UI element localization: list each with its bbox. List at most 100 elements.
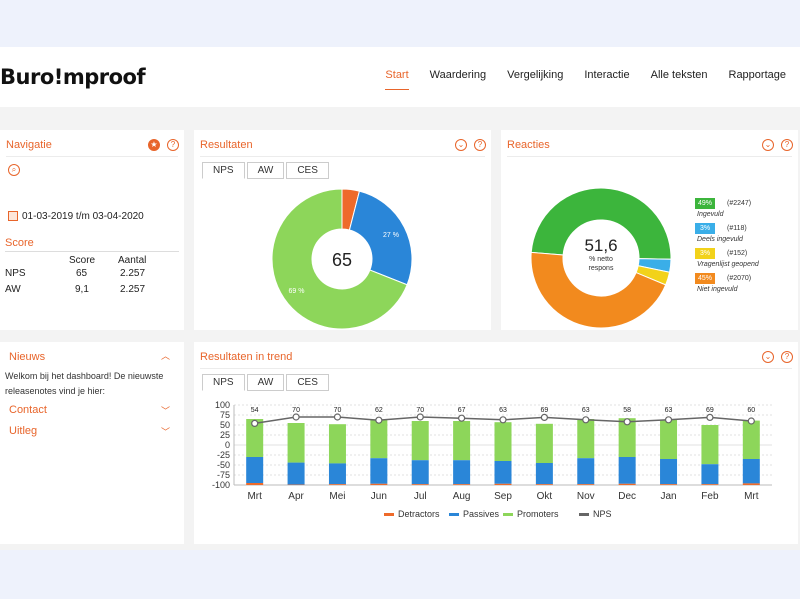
download-icon[interactable]: ⌄ xyxy=(455,139,467,151)
bar-detractors[interactable] xyxy=(577,484,595,485)
tab-ces[interactable]: CES xyxy=(286,374,329,391)
nps-point[interactable] xyxy=(664,416,673,424)
bar-passives[interactable] xyxy=(246,457,264,483)
bar-promoters[interactable] xyxy=(453,421,471,445)
bar-passives[interactable] xyxy=(453,460,471,485)
bar-passives[interactable] xyxy=(618,457,636,484)
bar-detractors[interactable] xyxy=(660,484,678,485)
bar-promoters-lower[interactable] xyxy=(370,445,388,459)
nav-vergelijking[interactable]: Vergelijking xyxy=(507,69,564,81)
bar-passives[interactable] xyxy=(742,459,760,484)
nps-point[interactable] xyxy=(540,413,548,422)
bar-passives[interactable] xyxy=(370,458,388,484)
tab-aw[interactable]: AW xyxy=(246,162,285,179)
bar-detractors[interactable] xyxy=(742,483,760,485)
logo[interactable]: Buro!mproof xyxy=(0,65,146,89)
bar-passives[interactable] xyxy=(660,459,678,485)
bar-promoters-lower[interactable] xyxy=(618,445,636,457)
bar-promoters[interactable] xyxy=(618,418,636,445)
date-range[interactable]: 01-03-2019 t/m 03-04-2020 xyxy=(22,211,144,222)
bar-promoters-lower[interactable] xyxy=(494,445,512,461)
help-icon[interactable]: ? xyxy=(474,139,486,151)
bar-promoters[interactable] xyxy=(660,419,678,445)
nps-point[interactable] xyxy=(458,414,466,422)
bar-promoters-lower[interactable] xyxy=(411,445,429,461)
nps-point[interactable] xyxy=(375,416,383,424)
legend-label[interactable]: NPS xyxy=(593,509,612,519)
bar-promoters[interactable] xyxy=(742,420,760,445)
nav-waardering[interactable]: Waardering xyxy=(429,69,487,81)
y-tick-label: 100 xyxy=(215,400,230,410)
tab-aw[interactable]: AW xyxy=(246,374,285,391)
nps-point[interactable] xyxy=(292,413,300,421)
bar-promoters[interactable] xyxy=(494,422,512,445)
download-icon[interactable]: ⌄ xyxy=(762,139,774,151)
bar-promoters[interactable] xyxy=(701,425,719,445)
search-icon[interactable]: ⌕ xyxy=(8,164,20,176)
bar-promoters-lower[interactable] xyxy=(328,445,346,464)
bar-detractors[interactable] xyxy=(701,484,719,485)
legend-label[interactable]: Detractors xyxy=(398,509,440,519)
bar-promoters[interactable] xyxy=(411,421,429,445)
bar-promoters-lower[interactable] xyxy=(287,445,305,463)
nieuws-title[interactable]: Nieuws xyxy=(9,351,46,363)
nps-point[interactable] xyxy=(582,416,590,424)
nps-point[interactable] xyxy=(747,417,755,425)
bar-promoters[interactable] xyxy=(577,419,595,445)
bar-promoters-lower[interactable] xyxy=(577,445,595,459)
chevron-down-icon[interactable]: ﹀ xyxy=(160,406,170,416)
bar-promoters-lower[interactable] xyxy=(742,445,760,459)
bar-detractors[interactable] xyxy=(453,484,471,485)
bar-promoters-lower[interactable] xyxy=(246,445,264,457)
bar-detractors[interactable] xyxy=(535,484,553,485)
bar-promoters[interactable] xyxy=(246,419,264,445)
bar-passives[interactable] xyxy=(328,463,346,485)
bar-detractors[interactable] xyxy=(370,483,388,485)
tab-nps[interactable]: NPS xyxy=(202,374,245,391)
bar-detractors[interactable] xyxy=(618,483,636,485)
bar-promoters-lower[interactable] xyxy=(701,445,719,465)
download-icon[interactable]: ⌄ xyxy=(762,351,774,363)
bar-passives[interactable] xyxy=(494,461,512,484)
legend-label[interactable]: Passives xyxy=(463,509,500,519)
bar-passives[interactable] xyxy=(701,464,719,485)
bar-passives[interactable] xyxy=(411,460,429,485)
bar-passives[interactable] xyxy=(535,463,553,485)
bar-detractors[interactable] xyxy=(494,483,512,485)
bar-promoters-lower[interactable] xyxy=(535,445,553,463)
bar-promoters[interactable] xyxy=(370,419,388,445)
help-icon[interactable]: ? xyxy=(167,139,179,151)
chevron-up-icon[interactable]: ︿ xyxy=(160,351,170,361)
nps-point[interactable] xyxy=(251,419,259,428)
legend-label[interactable]: Promoters xyxy=(517,509,559,519)
bar-promoters-lower[interactable] xyxy=(453,445,471,461)
contact-title[interactable]: Contact xyxy=(9,404,47,416)
bar-detractors[interactable] xyxy=(246,483,264,485)
nav-alle-teksten[interactable]: Alle teksten xyxy=(650,69,708,81)
chevron-down-icon[interactable]: ﹀ xyxy=(160,427,170,437)
uitleg-title[interactable]: Uitleg xyxy=(9,425,38,437)
tab-nps[interactable]: NPS xyxy=(202,162,245,179)
nps-point[interactable] xyxy=(416,413,424,421)
bar-promoters-lower[interactable] xyxy=(660,445,678,459)
bar-detractors[interactable] xyxy=(411,484,429,485)
bar-promoters[interactable] xyxy=(535,423,553,445)
nps-point[interactable] xyxy=(499,416,507,424)
star-icon[interactable]: ★ xyxy=(148,139,160,151)
bar-passives[interactable] xyxy=(577,458,595,485)
bar-passives[interactable] xyxy=(287,462,305,485)
y-tick-label: 75 xyxy=(220,410,230,420)
nps-point[interactable] xyxy=(706,413,714,422)
bar-promoters[interactable] xyxy=(328,424,346,445)
nav-interactie[interactable]: Interactie xyxy=(584,69,630,81)
help-icon[interactable]: ? xyxy=(781,351,793,363)
nps-point[interactable] xyxy=(623,418,631,426)
tab-ces[interactable]: CES xyxy=(286,162,329,179)
help-icon[interactable]: ? xyxy=(781,139,793,151)
nps-point[interactable] xyxy=(333,413,342,421)
nav-start[interactable]: Start xyxy=(385,69,409,90)
calendar-icon[interactable] xyxy=(8,211,18,221)
bar-promoters[interactable] xyxy=(287,423,305,445)
bar-detractors[interactable] xyxy=(328,484,346,485)
nav-rapportage[interactable]: Rapportage xyxy=(728,69,787,81)
